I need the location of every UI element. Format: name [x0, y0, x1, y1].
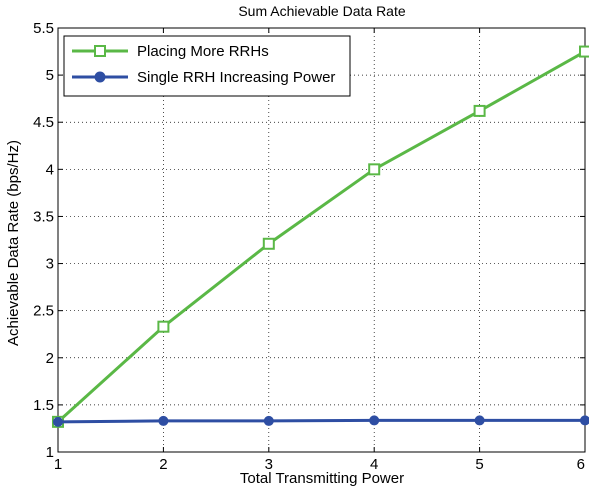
axis-ticks: 1 2 3 4 5 6 1 1.5 2 2.5 3 3.5 4 4.5 5 5.5	[33, 20, 586, 473]
y-tick-label: 4	[46, 161, 54, 178]
x-tick-label: 1	[54, 456, 62, 473]
series-lines	[52, 45, 589, 428]
y-tick-label: 1.5	[33, 397, 54, 414]
data-point-square	[157, 320, 170, 333]
legend-item-placing-more-rrhs: Placing More RRHs	[72, 43, 269, 60]
x-tick-label: 3	[265, 456, 273, 473]
data-point-circle	[580, 415, 589, 426]
x-tick-label: 6	[577, 456, 585, 473]
data-point-circle	[474, 415, 485, 426]
y-tick-label: 1	[46, 444, 54, 461]
chart-title: Sum Achievable Data Rate	[238, 3, 406, 19]
data-point-circle	[158, 415, 169, 426]
data-point-square	[579, 45, 589, 58]
data-point-circle	[263, 415, 274, 426]
legend-circle-marker-icon	[94, 71, 106, 83]
y-tick-label: 5.5	[33, 20, 54, 37]
y-tick-label: 3	[46, 256, 54, 273]
series-1	[53, 415, 589, 427]
legend-item-single-rrh: Single RRH Increasing Power	[72, 69, 335, 86]
y-tick-label: 2.5	[33, 303, 54, 320]
x-tick-label: 4	[370, 456, 378, 473]
data-point-square	[262, 237, 275, 250]
y-tick-label: 3.5	[33, 208, 54, 225]
data-point-square	[368, 163, 381, 176]
series-line	[56, 50, 586, 423]
legend-label-placing-more-rrhs: Placing More RRHs	[137, 43, 269, 60]
x-tick-label: 5	[475, 456, 483, 473]
data-point-circle	[53, 416, 63, 427]
legend-square-marker-icon	[94, 45, 106, 57]
data-point-square	[473, 104, 486, 117]
plot-frame	[57, 27, 586, 453]
legend-box	[63, 35, 351, 97]
y-tick-label: 5	[46, 67, 54, 84]
y-tick-label: 4.5	[33, 114, 54, 131]
x-tick-label: 2	[159, 456, 167, 473]
legend-label-single-rrh: Single RRH Increasing Power	[137, 69, 335, 86]
data-point-circle	[369, 415, 380, 426]
legend: Placing More RRHs Single RRH Increasing …	[63, 35, 351, 97]
y-tick-label: 2	[46, 350, 54, 367]
x-axis-title: Total Transmitting Power	[240, 470, 404, 487]
series-0	[52, 45, 589, 428]
y-axis-title: Achievable Data Rate (bps/Hz)	[5, 140, 22, 346]
series-line	[57, 418, 585, 424]
